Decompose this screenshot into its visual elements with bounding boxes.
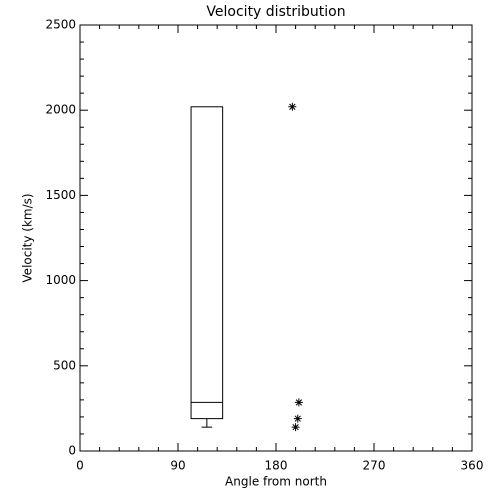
y-tick-label: 0 (68, 444, 76, 458)
x-tick-label: 180 (265, 459, 288, 473)
box (190, 106, 224, 420)
x-tick-label: 360 (461, 459, 484, 473)
asterisk (291, 423, 300, 432)
y-tick-label: 1500 (45, 188, 76, 202)
y-tick-label: 500 (53, 358, 76, 372)
x-tick-label: 90 (170, 459, 185, 473)
y-tick-label: 1000 (45, 273, 76, 287)
x-tick-label: 270 (363, 459, 386, 473)
asterisk (293, 414, 302, 423)
asterisk (288, 102, 297, 111)
y-tick-label: 2500 (45, 18, 76, 32)
chart-title: Velocity distribution (206, 4, 345, 20)
plot-frame (79, 24, 473, 452)
x-axis-label: Angle from north (225, 475, 327, 489)
y-tick-label: 2000 (45, 103, 76, 117)
x-tick-label: 0 (76, 459, 84, 473)
asterisk (294, 398, 303, 407)
y-axis-label: Velocity (km/s) (21, 193, 35, 282)
